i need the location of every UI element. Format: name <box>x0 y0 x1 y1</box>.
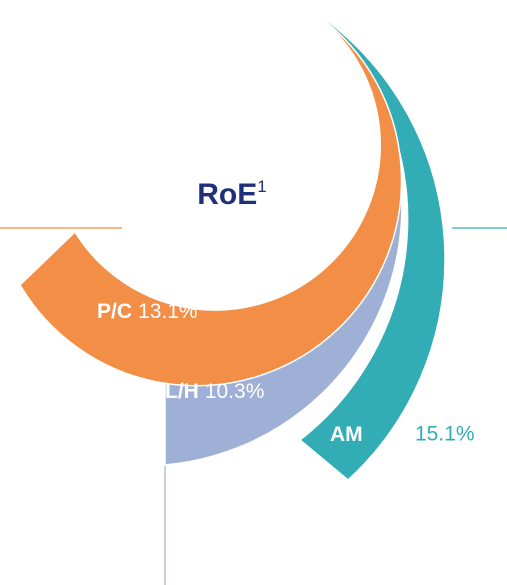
category-label: AM <box>330 423 363 446</box>
value-label: 13.1% <box>138 300 198 323</box>
bar-label: L/H 10.3% <box>165 380 264 403</box>
title-main: RoE <box>197 178 257 211</box>
value-label: 10.3% <box>205 380 265 403</box>
radial-bar <box>19 9 403 387</box>
chart-title: RoE1 <box>197 177 266 210</box>
category-label: P/C <box>97 300 132 323</box>
bar-label: AM <box>330 423 363 446</box>
value-label: 15.1% <box>415 423 475 446</box>
title-superscript: 1 <box>257 177 266 196</box>
bar-label: P/C 13.1% <box>97 300 198 323</box>
category-label: L/H <box>165 380 199 403</box>
